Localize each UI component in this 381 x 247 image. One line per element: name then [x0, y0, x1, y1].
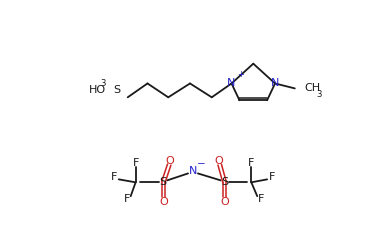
Text: O: O	[166, 156, 174, 165]
Text: F: F	[111, 172, 117, 182]
Text: CH: CH	[305, 83, 321, 93]
Text: F: F	[248, 158, 255, 167]
Text: S: S	[160, 177, 167, 187]
Text: S: S	[113, 85, 120, 95]
Text: +: +	[237, 70, 244, 79]
Text: S: S	[221, 177, 228, 187]
Text: O: O	[220, 197, 229, 207]
Text: HO: HO	[89, 85, 106, 95]
Text: −: −	[197, 159, 205, 168]
Text: O: O	[214, 156, 223, 165]
Text: N: N	[189, 166, 197, 176]
Text: F: F	[258, 194, 264, 204]
Text: F: F	[133, 158, 139, 167]
Text: N: N	[227, 79, 236, 88]
Text: N: N	[271, 79, 279, 88]
Text: 3: 3	[317, 90, 322, 99]
Text: F: F	[269, 172, 275, 182]
Text: O: O	[159, 197, 168, 207]
Text: F: F	[123, 194, 130, 204]
Text: 3: 3	[101, 79, 106, 88]
